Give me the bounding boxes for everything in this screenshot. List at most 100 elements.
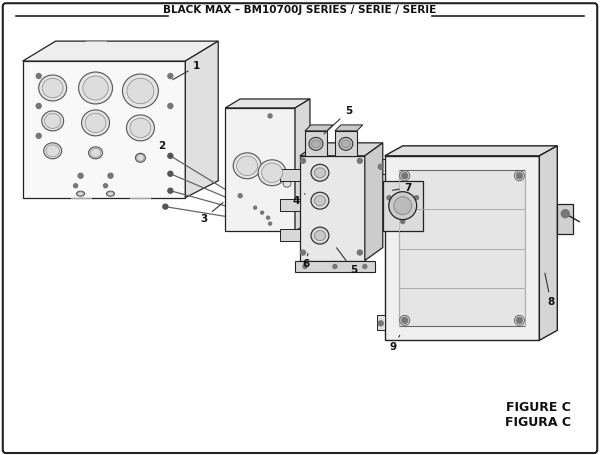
Ellipse shape (130, 118, 151, 137)
Text: 6: 6 (302, 253, 309, 268)
Ellipse shape (311, 140, 320, 148)
Ellipse shape (339, 137, 353, 150)
Ellipse shape (83, 76, 108, 100)
Text: 8: 8 (545, 273, 554, 308)
Text: 4: 4 (292, 194, 305, 206)
Circle shape (163, 204, 168, 209)
Ellipse shape (314, 196, 325, 206)
Polygon shape (385, 156, 539, 340)
Ellipse shape (42, 78, 63, 98)
Circle shape (387, 196, 391, 200)
Circle shape (402, 318, 408, 324)
Text: 5: 5 (337, 248, 357, 275)
Ellipse shape (262, 163, 283, 182)
Ellipse shape (44, 113, 61, 128)
Polygon shape (305, 125, 333, 131)
Circle shape (238, 194, 242, 197)
Polygon shape (335, 125, 363, 131)
Ellipse shape (122, 74, 158, 108)
Circle shape (260, 211, 263, 214)
Ellipse shape (233, 153, 261, 179)
Text: FIGURA C: FIGURA C (505, 415, 571, 429)
Circle shape (363, 264, 367, 268)
Circle shape (402, 173, 408, 179)
Circle shape (168, 74, 173, 79)
Circle shape (254, 206, 257, 209)
Ellipse shape (311, 192, 329, 209)
Circle shape (358, 250, 362, 255)
Ellipse shape (46, 145, 59, 157)
Ellipse shape (311, 227, 329, 244)
Ellipse shape (44, 143, 62, 159)
Circle shape (36, 103, 41, 108)
Circle shape (378, 321, 383, 326)
Ellipse shape (39, 75, 67, 101)
Ellipse shape (389, 192, 416, 220)
Circle shape (301, 158, 305, 163)
Polygon shape (280, 169, 300, 181)
Text: 7: 7 (392, 183, 412, 193)
Circle shape (168, 171, 173, 176)
Text: 1: 1 (173, 61, 200, 80)
Circle shape (168, 103, 173, 108)
Circle shape (401, 220, 405, 223)
Polygon shape (23, 41, 218, 61)
Ellipse shape (77, 191, 85, 196)
Ellipse shape (89, 147, 103, 159)
Polygon shape (300, 143, 383, 156)
Ellipse shape (91, 148, 101, 157)
Circle shape (517, 173, 523, 179)
Ellipse shape (41, 111, 64, 131)
Polygon shape (225, 108, 295, 231)
Polygon shape (377, 159, 385, 174)
Circle shape (415, 196, 419, 200)
Polygon shape (185, 41, 218, 197)
Polygon shape (377, 315, 385, 330)
Polygon shape (280, 228, 300, 241)
Circle shape (358, 158, 362, 163)
Circle shape (168, 188, 173, 193)
Ellipse shape (258, 160, 286, 186)
FancyBboxPatch shape (3, 3, 597, 453)
Circle shape (104, 184, 107, 188)
Polygon shape (383, 181, 422, 231)
Text: 3: 3 (200, 202, 223, 224)
Text: 9: 9 (390, 335, 400, 352)
Ellipse shape (341, 140, 350, 148)
Ellipse shape (107, 192, 113, 196)
Ellipse shape (77, 192, 83, 196)
Ellipse shape (283, 180, 291, 187)
Text: 2: 2 (158, 141, 170, 156)
Polygon shape (295, 99, 310, 231)
Polygon shape (365, 143, 383, 261)
Polygon shape (280, 199, 300, 211)
Polygon shape (23, 61, 185, 197)
Circle shape (36, 74, 41, 79)
Ellipse shape (314, 231, 325, 241)
Ellipse shape (79, 72, 113, 104)
Ellipse shape (311, 164, 329, 181)
Polygon shape (295, 261, 375, 273)
Ellipse shape (236, 156, 257, 176)
Polygon shape (300, 156, 365, 261)
Circle shape (266, 216, 269, 219)
Ellipse shape (127, 78, 154, 104)
Ellipse shape (314, 168, 325, 178)
Circle shape (78, 173, 83, 178)
Ellipse shape (127, 115, 154, 141)
Circle shape (108, 173, 113, 178)
Circle shape (378, 164, 383, 169)
Polygon shape (385, 146, 557, 156)
Ellipse shape (85, 113, 106, 132)
Bar (399, 170, 526, 326)
Polygon shape (335, 131, 357, 156)
Circle shape (168, 153, 173, 158)
Circle shape (301, 250, 305, 255)
Circle shape (303, 264, 307, 268)
Text: BLACK MAX – BM10700J SERIES / SÉRIE / SERIE: BLACK MAX – BM10700J SERIES / SÉRIE / SE… (163, 3, 437, 15)
Text: FIGURE C: FIGURE C (506, 401, 571, 414)
Circle shape (269, 222, 272, 225)
Polygon shape (305, 131, 327, 156)
Polygon shape (539, 146, 557, 340)
Circle shape (74, 184, 77, 188)
